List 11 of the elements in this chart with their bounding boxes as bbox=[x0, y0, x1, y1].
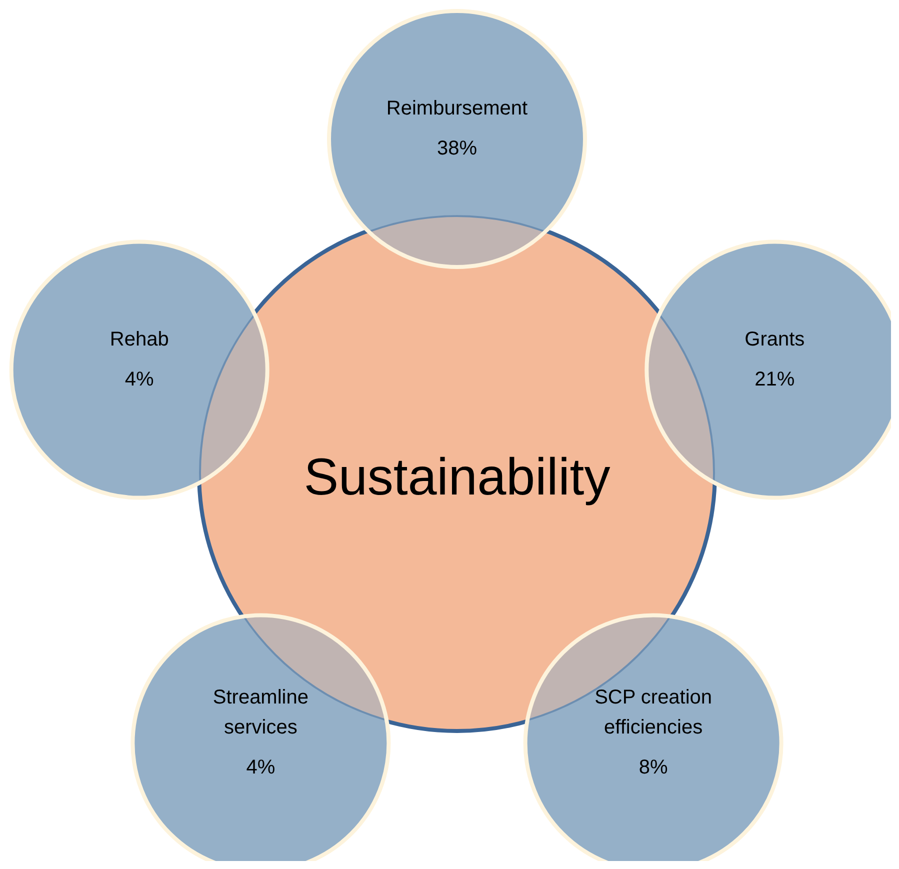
category-label: Streamline services bbox=[212, 686, 308, 739]
category-label: Reimbursement bbox=[386, 98, 528, 120]
category-label: Rehab bbox=[110, 328, 169, 350]
data-label: 4% bbox=[246, 756, 276, 779]
text: Sustainability bbox=[304, 448, 610, 506]
data-label: 4% bbox=[124, 368, 154, 390]
data-label: 21% bbox=[754, 368, 795, 390]
category-label: SCP creation efficiencies bbox=[594, 686, 712, 739]
data-label: 38% bbox=[436, 138, 478, 160]
data-label: 8% bbox=[638, 756, 668, 779]
category-label: Grants bbox=[744, 328, 805, 350]
